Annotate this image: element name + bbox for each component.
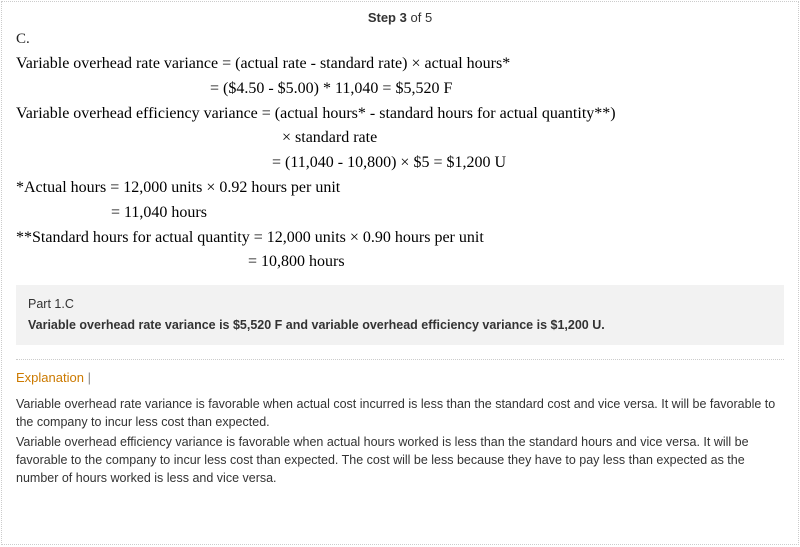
formula-line-8: **Standard hours for actual quantity = 1… <box>16 226 784 251</box>
formula-line-5: = (11,040 - 10,800) × $5 = $1,200 U <box>16 151 784 176</box>
formula-line-1: Variable overhead rate variance = (actua… <box>16 52 784 77</box>
formula-line-6: *Actual hours = 12,000 units × 0.92 hour… <box>16 176 784 201</box>
explanation-p2: Variable overhead efficiency variance is… <box>16 433 784 487</box>
explanation-label: Explanation <box>16 370 84 385</box>
step-current: 3 <box>400 10 407 25</box>
step-header: Step 3 of 5 <box>2 2 798 31</box>
formula-line-4: × standard rate <box>16 126 784 151</box>
page-container: Step 3 of 5 C. Variable overhead rate va… <box>1 1 799 545</box>
part-label: C. <box>16 31 784 48</box>
explanation-label-row: Explanation | <box>16 370 784 385</box>
formula-block: Variable overhead rate variance = (actua… <box>16 52 784 275</box>
summary-box: Part 1.C Variable overhead rate variance… <box>16 285 784 345</box>
formula-line-3: Variable overhead efficiency variance = … <box>16 102 784 127</box>
formula-line-9: = 10,800 hours <box>16 250 784 275</box>
pipe-separator: | <box>84 370 91 385</box>
formula-line-2: = ($4.50 - $5.00) * 11,040 = $5,520 F <box>16 77 784 102</box>
summary-text: Variable overhead rate variance is $5,52… <box>28 316 772 335</box>
summary-title: Part 1.C <box>28 295 772 314</box>
content-area: C. Variable overhead rate variance = (ac… <box>2 31 798 487</box>
formula-line-7: = 11,040 hours <box>16 201 784 226</box>
step-sep: of <box>407 10 425 25</box>
divider <box>16 359 784 360</box>
explanation-text: Variable overhead rate variance is favor… <box>16 395 784 488</box>
explanation-p1: Variable overhead rate variance is favor… <box>16 395 784 431</box>
step-total: 5 <box>425 10 432 25</box>
step-prefix: Step <box>368 10 400 25</box>
